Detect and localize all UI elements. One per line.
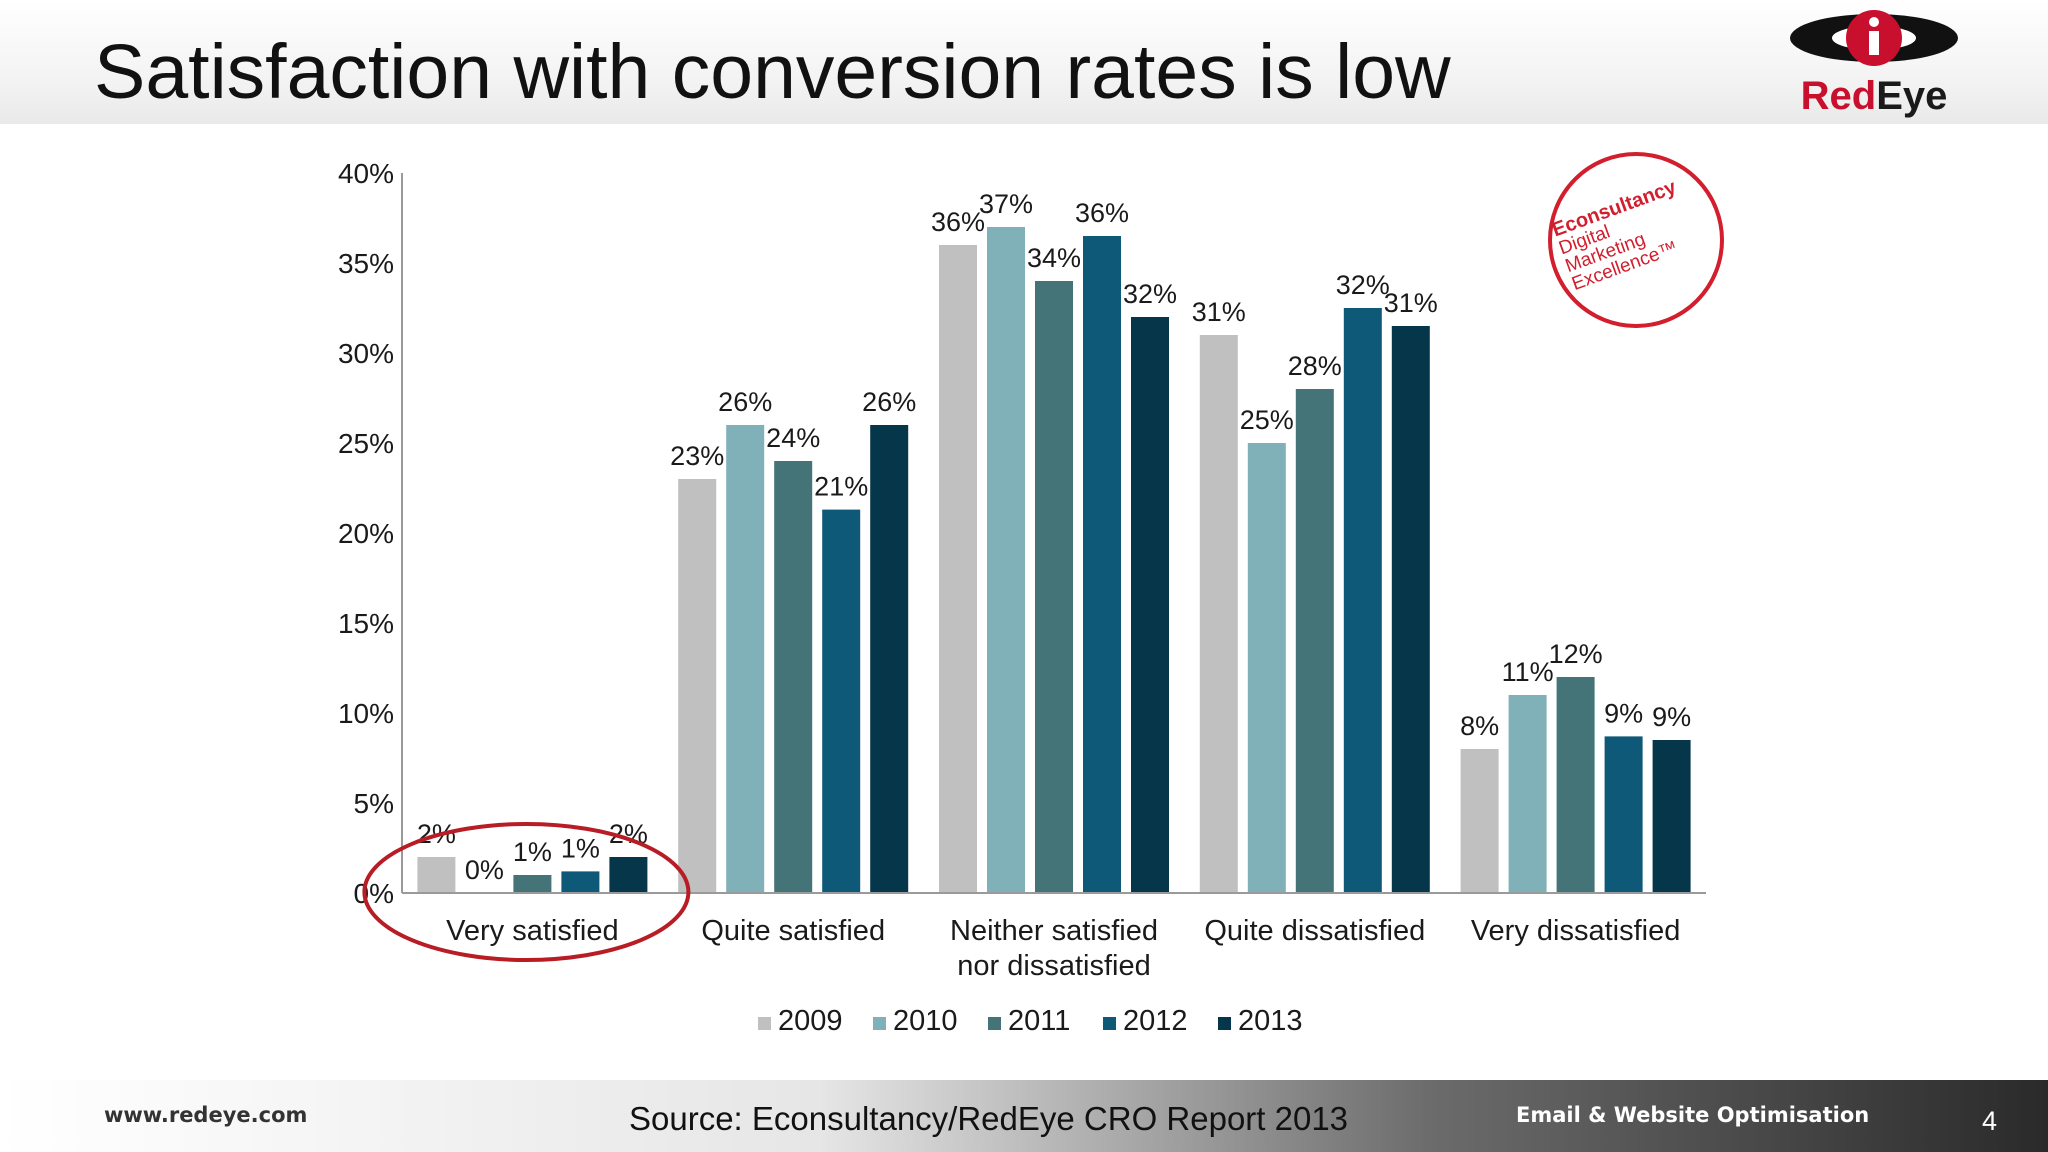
- x-category-label: Neither satisfied: [950, 915, 1158, 947]
- bar: [513, 875, 552, 893]
- wordmark-dark: Eye: [1876, 74, 1948, 118]
- y-tick-label: 10%: [338, 698, 394, 729]
- bar: [1131, 317, 1169, 893]
- data-label: 8%: [1460, 711, 1499, 741]
- data-label: 36%: [1075, 198, 1129, 228]
- data-label: 23%: [670, 441, 724, 471]
- data-label: 26%: [718, 387, 772, 417]
- y-tick-label: 40%: [338, 158, 394, 189]
- y-tick-label: 35%: [338, 248, 394, 279]
- bar: [1556, 677, 1595, 893]
- data-label: 26%: [862, 387, 916, 417]
- data-label: 1%: [561, 833, 600, 863]
- y-tick-label: 20%: [338, 518, 394, 549]
- data-label: 36%: [931, 207, 985, 237]
- data-label: 0%: [465, 855, 504, 885]
- data-label: 11%: [1502, 657, 1554, 687]
- y-tick-label: 25%: [338, 428, 394, 459]
- legend-swatch: [1218, 1017, 1231, 1030]
- data-label: 25%: [1240, 405, 1294, 435]
- data-label: 34%: [1027, 243, 1081, 273]
- data-label: 9%: [1604, 698, 1643, 728]
- legend-swatch: [758, 1017, 771, 1030]
- x-category-label: Very dissatisfied: [1471, 915, 1681, 947]
- bar: [1343, 308, 1382, 893]
- data-label: 9%: [1652, 702, 1691, 732]
- legend-swatch: [988, 1017, 1001, 1030]
- footer-tagline: Email & Website Optimisation: [1516, 1103, 1870, 1127]
- slide-title: Satisfaction with conversion rates is lo…: [94, 29, 1451, 115]
- y-tick-label: 30%: [338, 338, 394, 369]
- bar: [1652, 740, 1691, 893]
- legend-label: 2009: [778, 1005, 843, 1037]
- bar: [1035, 281, 1073, 893]
- bar: [1508, 695, 1547, 893]
- page-number: 4: [1982, 1106, 1998, 1136]
- bar: [1295, 389, 1334, 893]
- bar: [1391, 326, 1430, 893]
- bar: [726, 425, 765, 893]
- bar: [939, 245, 977, 893]
- bar: [1083, 236, 1121, 893]
- legend-swatch: [1103, 1017, 1116, 1030]
- bar: [1460, 749, 1499, 893]
- bar: [1199, 335, 1238, 893]
- bar: [822, 509, 861, 893]
- x-category-label: nor dissatisfied: [957, 950, 1150, 982]
- bar: [987, 227, 1025, 893]
- bar: [417, 857, 456, 893]
- y-tick-label: 0%: [354, 878, 394, 909]
- data-label: 1%: [513, 837, 552, 867]
- econsultancy-badge: Econsultancy Digital Marketing Excellenc…: [1548, 152, 1728, 332]
- y-tick-label: 15%: [338, 608, 394, 639]
- y-tick-label: 5%: [354, 788, 394, 819]
- bar: [870, 425, 909, 893]
- legend-label: 2013: [1238, 1005, 1303, 1037]
- slide-header: Satisfaction with conversion rates is lo…: [0, 0, 2048, 124]
- bar: [678, 479, 717, 893]
- footer-url: www.redeye.com: [104, 1103, 308, 1127]
- bar: [609, 857, 648, 893]
- wordmark-red: Red: [1800, 74, 1877, 118]
- bar: [561, 871, 600, 893]
- legend-label: 2011: [1008, 1005, 1070, 1037]
- data-label: 12%: [1549, 639, 1603, 669]
- legend-swatch: [873, 1017, 886, 1030]
- data-label: 37%: [979, 189, 1033, 219]
- legend-label: 2012: [1123, 1005, 1188, 1037]
- data-label: 32%: [1336, 270, 1390, 300]
- highlight-ring: [362, 822, 691, 962]
- x-category-label: Quite satisfied: [701, 915, 885, 947]
- data-label: 21%: [814, 472, 868, 502]
- x-category-label: Quite dissatisfied: [1204, 915, 1425, 947]
- badge-ring: [1548, 152, 1724, 328]
- bar: [774, 461, 813, 893]
- legend-label: 2010: [893, 1005, 958, 1037]
- x-category-label: Very satisfied: [446, 915, 618, 947]
- bar: [1247, 443, 1286, 893]
- redeye-eye-icon: [1790, 10, 1958, 66]
- data-label: 24%: [766, 423, 820, 453]
- redeye-logo: RedEye: [1774, 6, 1974, 120]
- data-label: 28%: [1288, 351, 1342, 381]
- data-label: 31%: [1192, 297, 1246, 327]
- redeye-wordmark: RedEye: [1774, 74, 1974, 119]
- data-label: 31%: [1384, 288, 1438, 318]
- data-label: 32%: [1123, 279, 1177, 309]
- bar: [1604, 736, 1643, 893]
- slide-footer: www.redeye.com Source: Econsultancy/RedE…: [0, 1080, 2048, 1152]
- footer-source: Source: Econsultancy/RedEye CRO Report 2…: [629, 1100, 1349, 1137]
